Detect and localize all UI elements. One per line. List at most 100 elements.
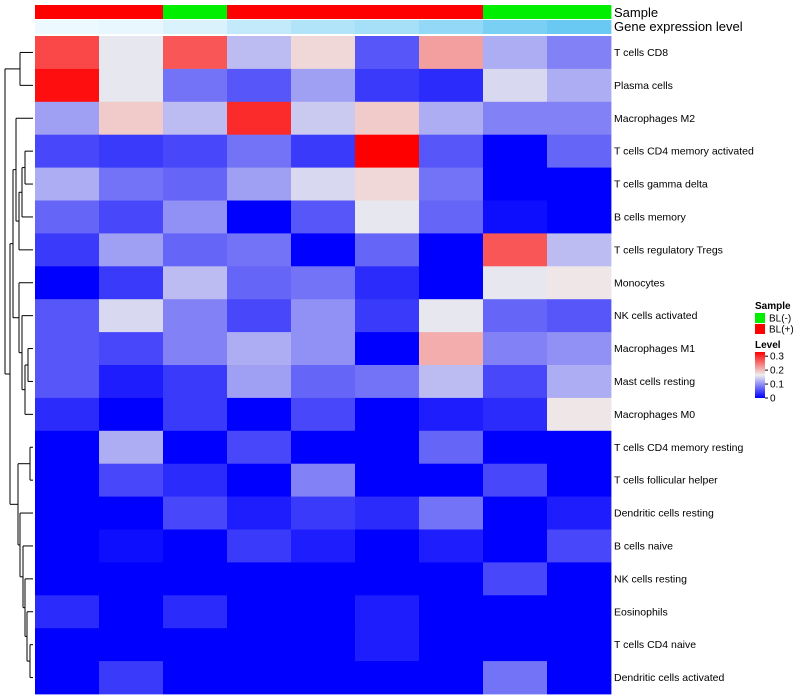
heatmap-cell: [483, 463, 548, 497]
heatmap-cell: [547, 595, 612, 629]
heatmap-cell: [35, 36, 100, 70]
legend-level-tick-label: 0.2: [770, 366, 784, 377]
heatmap-cell: [419, 496, 484, 530]
heatmap-cell: [99, 167, 164, 201]
heatmap-cell: [419, 595, 484, 629]
legend-sample-title: Sample: [755, 301, 791, 312]
heatmap-cell: [419, 101, 484, 136]
heatmap-cell: [355, 397, 420, 432]
heatmap-cell: [291, 332, 356, 366]
heatmap-cell: [99, 562, 164, 596]
sample-annotation-cell: [291, 5, 356, 19]
legend-level-title: Level: [755, 340, 781, 351]
heatmap-cell: [291, 496, 356, 530]
heatmap-cell: [355, 365, 420, 399]
heatmap-cell: [163, 68, 228, 103]
heatmap-cell: [35, 430, 100, 465]
heatmap-cell: [163, 595, 228, 629]
legend: Sample BL(-)BL(+) Level 0.3 0.2 0.1 0: [755, 301, 794, 405]
gene-expression-annotation-cell: [419, 20, 484, 34]
heatmap-cell: [291, 36, 356, 70]
heatmap-cell: [419, 134, 484, 168]
heatmap-cell: [291, 299, 356, 333]
heatmap-grid: [35, 36, 612, 695]
heatmap-cell: [483, 496, 548, 530]
heatmap-cell: [227, 68, 292, 103]
heatmap-cell: [547, 397, 612, 432]
row-label: Macrophages M2: [614, 113, 695, 125]
heatmap-cell: [483, 36, 548, 70]
heatmap-cell: [419, 167, 484, 201]
heatmap-cell: [291, 68, 356, 103]
heatmap-cell: [35, 595, 100, 629]
row-label: T cells regulatory Tregs: [614, 244, 723, 256]
heatmap-cell: [163, 562, 228, 596]
legend-sample-swatch: [755, 324, 765, 334]
row-labels: T cells CD8 Plasma cells Macrophages M2 T c…: [614, 47, 754, 684]
heatmap-cell: [355, 529, 420, 563]
heatmap-cell: [483, 101, 548, 136]
heatmap-cell: [35, 661, 100, 695]
sample-annotation-label: Sample: [614, 5, 658, 20]
heatmap-cell: [163, 134, 228, 168]
heatmap-cell: [227, 562, 292, 596]
heatmap-cell: [99, 101, 164, 136]
row-label: Monocytes: [614, 277, 665, 289]
legend-level-ticks: 0.3 0.2 0.1 0: [765, 352, 784, 405]
legend-sample-label: BL(-): [769, 314, 791, 325]
heatmap-cell: [99, 68, 164, 103]
heatmap-cell: [547, 628, 612, 662]
legend-sample-label: BL(+): [769, 325, 794, 336]
heatmap-cell: [547, 68, 612, 103]
heatmap-cell: [547, 101, 612, 136]
heatmap-cell: [291, 628, 356, 662]
row-label: NK cells resting: [614, 573, 687, 585]
heatmap-cell: [483, 595, 548, 629]
row-label: T cells gamma delta: [614, 179, 708, 191]
heatmap-cell: [291, 233, 356, 267]
heatmap-cell: [163, 101, 228, 136]
heatmap-cell: [99, 299, 164, 333]
sample-annotation-cell: [355, 5, 420, 19]
heatmap-cell: [547, 365, 612, 399]
heatmap-cell: [227, 430, 292, 465]
row-label: Macrophages M0: [614, 409, 695, 421]
heatmap-cell: [419, 200, 484, 234]
heatmap-cell: [419, 430, 484, 465]
heatmap-cell: [355, 134, 420, 168]
row-label: Eosinophils: [614, 606, 668, 618]
heatmap-cell: [163, 200, 228, 234]
heatmap-cell: [227, 661, 292, 695]
heatmap-cell: [227, 200, 292, 234]
heatmap-cell: [35, 628, 100, 662]
heatmap-cell: [355, 233, 420, 267]
heatmap-cell: [291, 661, 356, 695]
heatmap-cell: [227, 266, 292, 300]
heatmap-cell: [99, 496, 164, 530]
heatmap-cell: [99, 628, 164, 662]
legend-level-tick-label: 0: [770, 394, 776, 405]
heatmap-cell: [355, 68, 420, 103]
heatmap-cell: [35, 332, 100, 366]
sample-annotation-cell: [483, 5, 548, 19]
heatmap-cell: [163, 365, 228, 399]
heatmap-cell: [355, 628, 420, 662]
heatmap-cell: [355, 661, 420, 695]
row-label: B cells naive: [614, 540, 673, 552]
heatmap-cell: [163, 529, 228, 563]
heatmap-cell: [547, 463, 612, 497]
heatmap-cell: [227, 167, 292, 201]
heatmap-cell: [355, 36, 420, 70]
heatmap-cell: [483, 332, 548, 366]
row-label: T cells CD4 memory resting: [614, 442, 743, 454]
heatmap-cell: [291, 562, 356, 596]
heatmap-cell: [35, 167, 100, 201]
heatmap-cell: [419, 36, 484, 70]
heatmap-cell: [419, 397, 484, 432]
sample-annotation-cell: [163, 5, 228, 19]
heatmap-cell: [355, 167, 420, 201]
heatmap-cell: [163, 496, 228, 530]
heatmap-cell: [355, 200, 420, 234]
gene-expression-annotation-cell: [163, 20, 228, 34]
heatmap-cell: [355, 496, 420, 530]
